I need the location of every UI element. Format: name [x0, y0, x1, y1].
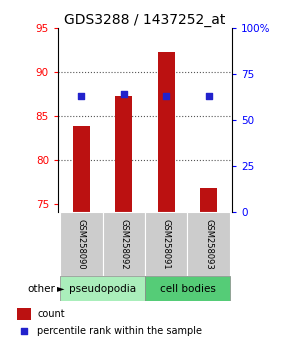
Text: pseudopodia: pseudopodia — [69, 284, 136, 293]
Bar — [187, 212, 230, 276]
Bar — [17, 308, 31, 320]
Point — [79, 93, 84, 99]
Bar — [200, 188, 217, 212]
Bar — [73, 126, 90, 212]
Title: GDS3288 / 1437252_at: GDS3288 / 1437252_at — [64, 13, 226, 27]
Bar — [115, 96, 132, 212]
Text: count: count — [37, 309, 65, 319]
Point — [22, 328, 27, 334]
Text: GSM258090: GSM258090 — [77, 219, 86, 270]
Text: cell bodies: cell bodies — [160, 284, 215, 293]
Point — [206, 93, 211, 99]
Text: GSM258093: GSM258093 — [204, 219, 213, 270]
Text: other: other — [27, 284, 55, 293]
Bar — [145, 212, 187, 276]
Bar — [145, 276, 230, 301]
Text: GSM258092: GSM258092 — [119, 219, 128, 270]
Text: GSM258091: GSM258091 — [162, 219, 171, 270]
Point — [164, 93, 168, 98]
Point — [122, 91, 126, 97]
Bar — [60, 212, 103, 276]
Bar — [60, 276, 145, 301]
Bar — [158, 52, 175, 212]
Bar — [103, 212, 145, 276]
Text: percentile rank within the sample: percentile rank within the sample — [37, 326, 202, 336]
Text: ►: ► — [57, 284, 64, 293]
